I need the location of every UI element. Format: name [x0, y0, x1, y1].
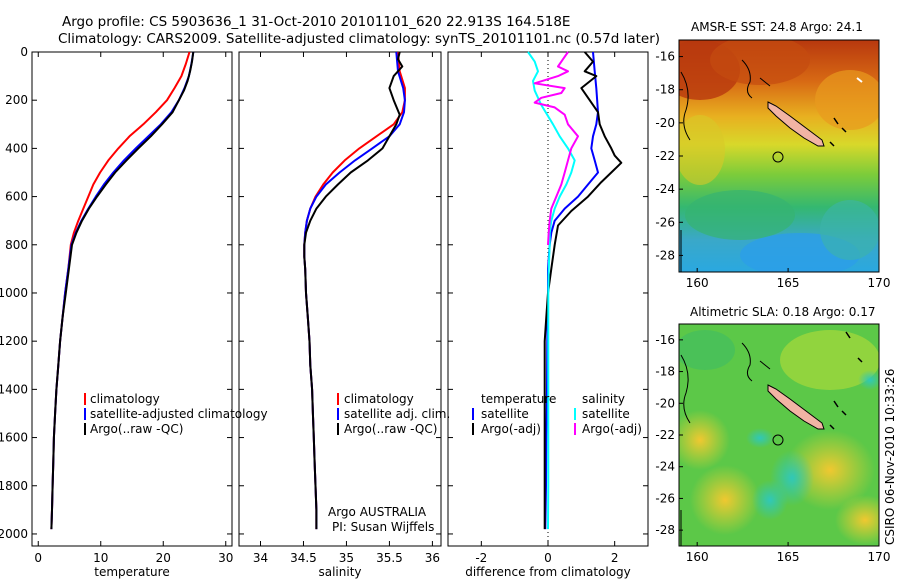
timestamp-footer: CSIRO 06-Nov-2010 10:33:26: [883, 369, 897, 545]
altimetric-sla-lat-tick-label: -26: [655, 491, 675, 505]
temperature-x-axis-label: temperature: [94, 565, 169, 579]
depth-tick-label: 1400: [0, 382, 28, 396]
temperature-series-climatology: [50, 51, 191, 530]
amsre-sst-lat-tick-label: -16: [655, 50, 675, 64]
legend-label-climatology: climatology: [90, 392, 160, 406]
legend-label-temperature-satellite: satellite: [481, 407, 529, 421]
difference-series-salinity-satellite: [527, 51, 576, 530]
salinity-x-tick-label: 34: [253, 551, 268, 565]
legend-label-salinity-argo: Argo(-adj): [582, 422, 642, 436]
difference-x-axis-label: difference from climatology: [465, 565, 631, 579]
legend-heading-salinity: salinity: [582, 392, 625, 406]
depth-tick-label: 800: [5, 238, 28, 252]
difference-x-tick-label: 2: [611, 551, 619, 565]
depth-tick-label: 400: [5, 141, 28, 155]
difference-legend: temperature satellite Argo(-adj) salinit…: [472, 392, 642, 436]
legend-heading-temperature: temperature: [481, 392, 556, 406]
legend-label-salinity-satellite: satellite: [582, 407, 630, 421]
temperature-x-tick-label: 30: [218, 551, 233, 565]
sla-field: [679, 324, 879, 546]
sst-map-title: AMSR-E SST: 24.8 Argo: 24.1: [691, 20, 863, 34]
float-institution: Argo AUSTRALIA: [328, 505, 427, 519]
salinity-x-axis-label: salinity: [318, 565, 361, 579]
temperature-series-argo-raw-qc: [50, 51, 195, 530]
salinity-x-tick-label: 34.5: [290, 551, 317, 565]
altimetric-sla-lon-tick-label: 170: [868, 550, 891, 564]
salinity-legend: climatology satellite adj. clim. Argo(..…: [328, 392, 450, 534]
temperature-x-tick-label: 0: [34, 551, 42, 565]
amsre-sst-lat-tick-label: -28: [655, 248, 675, 262]
amsre-sst-lat-tick-label: -18: [655, 83, 675, 97]
depth-tick-label: 200: [5, 93, 28, 107]
difference-x-tick-label: 0: [544, 551, 552, 565]
temperature-legend: climatology satellite-adjusted climatolo…: [84, 392, 268, 436]
altimetric-sla-lat-tick-label: -24: [655, 460, 675, 474]
salinity-series-climatology: [303, 51, 406, 530]
salinity-x-tick-label: 35.5: [376, 551, 403, 565]
float-pi: PI: Susan Wijffels: [332, 520, 434, 534]
salinity-profile-panel: 34 34.5 35 35.5 36 salinity: [238, 51, 442, 579]
difference-series-temperature-argo-adj: [543, 51, 623, 530]
amsre-sst-lon-tick-label: 165: [777, 276, 800, 290]
sst-map-panel: AMSR-E SST: 24.8 Argo: 24.1 160 165 170 -16…: [655, 20, 890, 290]
legend-label-satellite-adj: satellite adj. clim.: [344, 407, 450, 421]
sst-field: [679, 40, 879, 272]
depth-tick-label: 0: [20, 45, 28, 59]
amsre-sst-lat-tick-label: -22: [655, 149, 675, 163]
sla-map-axes: 160 165 170 -16 -18 -20 -22 -24 -26 -28: [655, 333, 890, 564]
altimetric-sla-lat-tick-label: -18: [655, 365, 675, 379]
altimetric-sla-lat-tick-label: -22: [655, 428, 675, 442]
amsre-sst-lon-tick-label: 170: [868, 276, 891, 290]
temperature-plot-frame: [31, 51, 233, 547]
amsre-sst-lat-tick-label: -26: [655, 215, 675, 229]
salinity-plot-frame: [238, 51, 442, 547]
legend-label-temperature-argo: Argo(-adj): [481, 422, 541, 436]
amsre-sst-lon-tick-label: 160: [686, 276, 709, 290]
sla-map-title: Altimetric SLA: 0.18 Argo: 0.17: [690, 305, 875, 319]
temperature-profile-panel: 0 10 20 30 0 200 400 600 800 1000 1200 1400 1600 1800…: [0, 45, 233, 579]
altimetric-sla-lat-tick-label: -28: [655, 523, 675, 537]
difference-series-salinity-argo-adj: [533, 51, 579, 245]
salinity-series-argo-raw-qc: [303, 51, 404, 530]
salinity-series-satellite-adj-clim: [303, 51, 406, 530]
salinity-x-tick-label: 36: [425, 551, 440, 565]
amsre-sst-lat-tick-label: -24: [655, 182, 675, 196]
figure-title-line2: Climatology: CARS2009. Satellite-adjuste…: [58, 31, 660, 47]
argo-position-marker: [772, 151, 784, 163]
altimetric-sla-lon-tick-label: 160: [686, 550, 709, 564]
difference-series-temperature-satellite: [544, 51, 599, 530]
altimetric-sla-lat-tick-label: -16: [655, 333, 675, 347]
depth-tick-label: 1600: [0, 431, 28, 445]
temperature-x-tick-label: 10: [93, 551, 108, 565]
difference-x-tick-label: -2: [475, 551, 487, 565]
altimetric-sla-lon-tick-label: 165: [777, 550, 800, 564]
altimetric-sla-lat-tick-label: -20: [655, 396, 675, 410]
sla-map-panel: Altimetric SLA: 0.18 Argo: 0.17 160 165 17…: [655, 305, 890, 564]
depth-tick-label: 1800: [0, 479, 28, 493]
depth-tick-label: 1000: [0, 286, 28, 300]
legend-label-satellite-adjusted: satellite-adjusted climatology: [90, 407, 268, 421]
legend-label-climatology: climatology: [344, 392, 414, 406]
depth-tick-label: 600: [5, 190, 28, 204]
legend-label-argo: Argo(..raw -QC): [90, 422, 183, 436]
depth-tick-label: 2000: [0, 527, 28, 541]
temperature-series-satellite-adjusted-climatology: [50, 51, 195, 530]
legend-label-argo: Argo(..raw -QC): [344, 422, 437, 436]
temperature-x-tick-label: 20: [156, 551, 171, 565]
sst-map-axes: 160 165 170 -16 -18 -20 -22 -24 -26 -28: [655, 50, 890, 290]
amsre-sst-lat-tick-label: -20: [655, 116, 675, 130]
argo-position-marker: [772, 434, 784, 446]
depth-tick-label: 1200: [0, 334, 28, 348]
figure-title-line1: Argo profile: CS 5903636_1 31-Oct-2010 2…: [62, 14, 570, 30]
salinity-x-tick-label: 35: [339, 551, 354, 565]
